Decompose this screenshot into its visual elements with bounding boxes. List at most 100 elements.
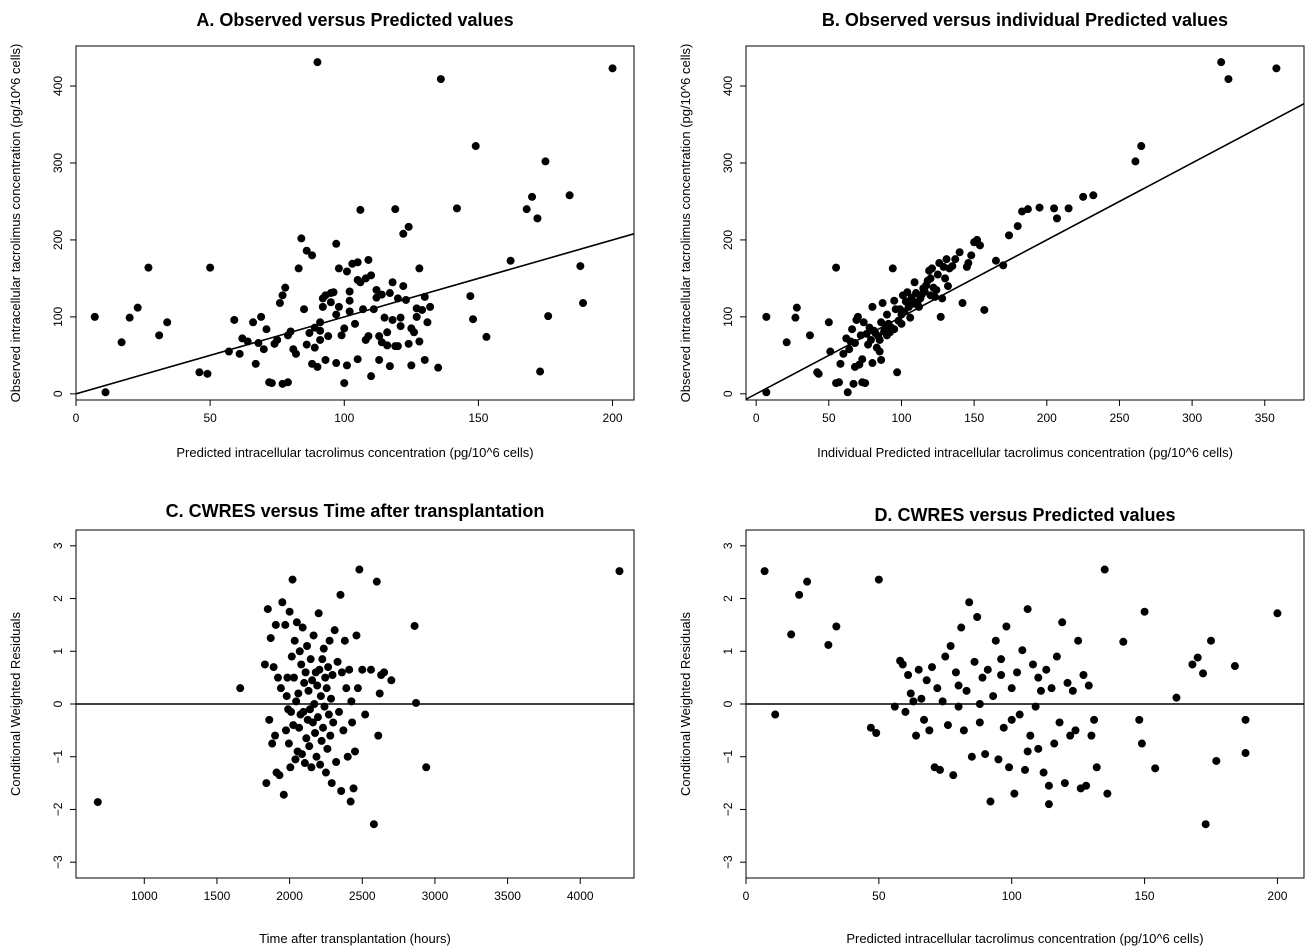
data-point — [826, 347, 835, 356]
data-point — [932, 285, 941, 294]
data-point — [347, 697, 356, 706]
data-point — [380, 313, 389, 322]
data-point — [893, 368, 902, 377]
data-point — [404, 339, 413, 348]
data-point — [230, 315, 239, 324]
data-point — [771, 710, 780, 719]
data-point — [283, 378, 292, 387]
data-point — [302, 246, 311, 255]
data-point — [872, 729, 881, 737]
data-point — [391, 205, 400, 214]
data-point — [302, 734, 311, 743]
data-point — [356, 205, 365, 214]
y-tick-label: 400 — [51, 76, 65, 96]
data-point — [1199, 669, 1208, 678]
chart-title-d: D. CWRES versus Predicted values — [874, 505, 1175, 525]
data-point — [342, 684, 351, 693]
data-point — [326, 731, 335, 740]
data-point — [565, 191, 574, 200]
data-point — [1131, 157, 1140, 166]
data-point — [367, 271, 376, 280]
data-point — [388, 278, 397, 287]
data-point — [1002, 622, 1011, 631]
data-point — [155, 331, 164, 340]
data-point — [904, 671, 913, 679]
data-point — [287, 652, 296, 661]
data-point — [163, 318, 172, 327]
data-point — [324, 332, 333, 341]
data-point — [369, 305, 378, 314]
data-point — [1047, 684, 1056, 693]
x-tick-label: 1500 — [204, 889, 231, 903]
panel-c: C. CWRES versus Time after transplantati… — [8, 501, 635, 946]
data-point — [999, 723, 1008, 732]
data-point — [282, 692, 291, 701]
data-point — [1023, 205, 1032, 214]
data-point — [434, 363, 443, 372]
data-point — [1055, 718, 1064, 727]
data-point — [975, 241, 984, 250]
data-point — [291, 755, 300, 764]
data-point — [319, 723, 328, 732]
data-point — [1241, 715, 1250, 724]
data-point — [292, 618, 301, 627]
data-point — [316, 318, 325, 327]
data-point — [385, 289, 394, 298]
data-point — [367, 372, 376, 381]
data-point — [868, 302, 877, 311]
y-tick-label: 200 — [721, 230, 735, 250]
x-tick-label: 100 — [334, 411, 354, 425]
data-point — [1212, 756, 1221, 765]
data-point — [1201, 820, 1210, 829]
data-point — [321, 768, 330, 777]
data-point — [615, 567, 624, 576]
data-point — [1193, 653, 1202, 662]
data-point — [1188, 660, 1197, 669]
data-point — [1039, 768, 1048, 777]
data-point — [958, 299, 967, 308]
data-point — [262, 325, 271, 334]
data-point — [943, 721, 952, 730]
data-point — [861, 379, 870, 388]
x-tick-label: 200 — [1037, 411, 1057, 425]
data-point — [312, 752, 321, 761]
data-point — [351, 319, 359, 328]
data-point — [1015, 710, 1024, 719]
data-point — [466, 292, 475, 301]
data-point — [243, 337, 252, 346]
data-point — [326, 298, 335, 307]
data-point — [1007, 684, 1016, 693]
data-point — [965, 598, 974, 607]
x-axis-label-a: Predicted intracellular tacrolimus conce… — [176, 445, 533, 460]
points-a — [90, 58, 617, 397]
data-point — [345, 665, 354, 674]
data-point — [133, 303, 142, 312]
data-point — [973, 613, 982, 621]
points-d — [760, 565, 1282, 829]
data-point — [824, 318, 833, 327]
y-tick-label: 3 — [721, 542, 735, 549]
data-point — [355, 565, 364, 574]
data-point — [1090, 715, 1099, 724]
data-point — [279, 790, 288, 799]
data-point — [266, 634, 275, 643]
y-axis-label-a: Observed intracellular tacrolimus concen… — [8, 44, 23, 403]
data-point — [399, 282, 408, 291]
x-tick-label: 300 — [1182, 411, 1202, 425]
data-point — [1066, 731, 1075, 740]
data-point — [345, 287, 354, 296]
data-point — [882, 310, 891, 319]
data-point — [890, 325, 899, 334]
data-point — [206, 263, 215, 272]
data-point — [337, 331, 346, 340]
data-point — [1010, 789, 1019, 798]
panel-b: B. Observed versus individual Predicted … — [678, 10, 1305, 460]
data-point — [340, 636, 349, 645]
data-point — [1273, 609, 1282, 618]
data-point — [928, 663, 936, 672]
data-point — [278, 598, 287, 607]
data-point — [303, 642, 312, 650]
data-point — [383, 341, 392, 350]
data-point — [254, 339, 263, 348]
